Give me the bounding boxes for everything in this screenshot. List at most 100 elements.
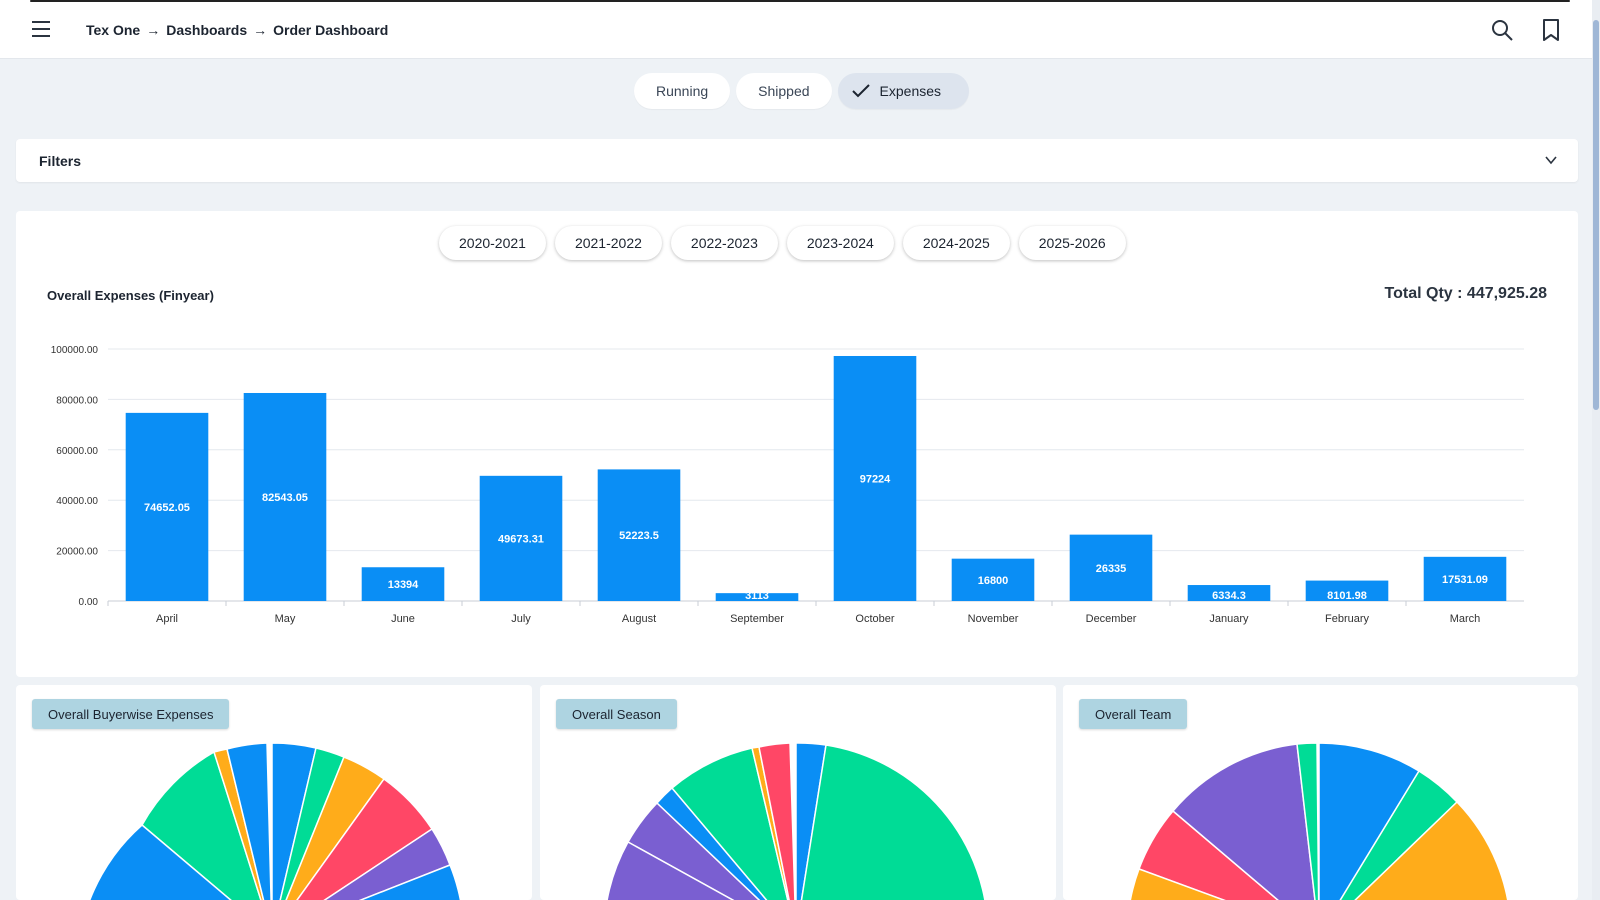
x-tick-label: September <box>730 613 784 625</box>
data-label: 16800 <box>978 575 1009 587</box>
pie-slice[interactable] <box>604 840 796 900</box>
y-tick-label: 20000.00 <box>56 547 98 558</box>
season-card: Overall Season <box>540 685 1056 900</box>
filters-label: Filters <box>39 153 82 169</box>
breadcrumb-item-order-dashboard: Order Dashboard <box>273 22 389 38</box>
total-qty: Total Qty : 447,925.28 <box>1384 285 1547 302</box>
data-label: 97224 <box>860 473 891 485</box>
data-label: 26335 <box>1096 563 1127 575</box>
year-button-2022-2023[interactable]: 2022-2023 <box>670 226 778 260</box>
data-label: 49673.31 <box>498 533 544 545</box>
data-label: 13394 <box>388 579 419 591</box>
tab-shipped-label: Shipped <box>758 83 810 99</box>
tab-shipped[interactable]: Shipped <box>736 73 832 109</box>
year-button-2023-2024[interactable]: 2023-2024 <box>786 226 894 260</box>
breadcrumb-item-tex-one[interactable]: Tex One <box>86 22 141 38</box>
bar-april[interactable] <box>125 412 209 601</box>
pie-slice[interactable] <box>141 750 272 900</box>
bookmark-icon[interactable] <box>1540 18 1562 42</box>
bar-june[interactable] <box>361 567 445 601</box>
year-button-2021-2022[interactable]: 2021-2022 <box>554 226 662 260</box>
expenses-chart-card: 2020-2021 2021-2022 2022-2023 2023-2024 … <box>16 211 1578 677</box>
filters-panel[interactable]: Filters <box>16 139 1578 182</box>
bar-march[interactable] <box>1423 556 1507 601</box>
tab-expenses-label: Expenses <box>879 83 942 99</box>
bar-december[interactable] <box>1069 534 1153 601</box>
pie-slice[interactable] <box>1318 742 1421 900</box>
bar-august[interactable] <box>597 469 681 601</box>
pie-buyerwise <box>80 742 464 900</box>
y-tick-label: 40000.00 <box>56 496 98 507</box>
y-tick-label: 0.00 <box>79 597 99 608</box>
pie-slice[interactable] <box>1171 743 1319 900</box>
year-button-2025-2026[interactable]: 2025-2026 <box>1018 226 1126 260</box>
hamburger-menu-icon[interactable] <box>32 20 54 38</box>
data-label: 74652.05 <box>144 502 190 514</box>
chart-title: Overall Expenses (Finyear) <box>47 288 214 303</box>
x-tick-label: August <box>622 613 656 625</box>
x-tick-label: October <box>855 613 894 625</box>
y-tick-label: 80000.00 <box>56 395 98 406</box>
pie-slice[interactable] <box>758 742 796 900</box>
x-tick-label: February <box>1325 613 1370 625</box>
breadcrumb-separator: → <box>253 22 268 38</box>
pie-slice[interactable] <box>226 742 272 900</box>
check-icon <box>851 84 870 98</box>
data-label: 17531.09 <box>1442 574 1488 586</box>
chevron-down-icon[interactable] <box>1544 153 1558 167</box>
breadcrumb: Tex One → Dashboards → Order Dashboard <box>86 22 388 38</box>
team-card: Overall Team <box>1063 685 1578 900</box>
bar-february[interactable] <box>1305 580 1389 601</box>
bar-october[interactable] <box>833 355 917 601</box>
data-label: 3113 <box>745 590 769 602</box>
data-label: 82543.05 <box>262 492 308 504</box>
buyerwise-expenses-card: Overall Buyerwise Expenses <box>16 685 532 900</box>
pie-title-buyerwise: Overall Buyerwise Expenses <box>32 699 230 729</box>
pie-title-season: Overall Season <box>556 699 677 729</box>
x-tick-label: November <box>968 613 1019 625</box>
year-selector: 2020-2021 2021-2022 2022-2023 2023-2024 … <box>439 226 1126 260</box>
bar-september[interactable] <box>715 593 799 601</box>
y-tick-label: 60000.00 <box>56 446 98 457</box>
pie-slice[interactable] <box>1127 868 1319 900</box>
bar-may[interactable] <box>243 392 327 601</box>
top-bar: Tex One → Dashboards → Order Dashboard <box>0 0 1600 59</box>
breadcrumb-separator: → <box>146 22 161 38</box>
scrollbar-thumb[interactable] <box>1593 20 1599 410</box>
scrollbar-track[interactable] <box>1592 0 1600 900</box>
year-button-2024-2025[interactable]: 2024-2025 <box>902 226 1010 260</box>
x-tick-label: January <box>1209 613 1249 625</box>
tab-expenses[interactable]: Expenses <box>837 73 970 109</box>
pie-slice[interactable] <box>796 744 988 900</box>
x-tick-label: May <box>275 613 296 625</box>
x-tick-label: April <box>156 613 178 625</box>
y-tick-label: 100000.00 <box>51 345 99 356</box>
breadcrumb-item-dashboards[interactable]: Dashboards <box>166 22 248 38</box>
team-pie-chart <box>1127 742 1511 900</box>
buyerwise-pie-chart <box>80 742 464 900</box>
data-label: 6334.3 <box>1212 590 1246 602</box>
status-tabs: Running Shipped Expenses <box>634 73 970 109</box>
x-tick-label: March <box>1450 613 1481 625</box>
year-button-2020-2021[interactable]: 2020-2021 <box>439 226 546 260</box>
bar-january[interactable] <box>1187 585 1271 601</box>
season-pie-chart <box>604 742 988 900</box>
pie-season <box>604 742 988 900</box>
pie-team <box>1127 742 1511 900</box>
data-label: 52223.5 <box>619 530 659 542</box>
tab-running-label: Running <box>656 83 709 99</box>
tab-running[interactable]: Running <box>634 73 731 109</box>
pie-slice[interactable] <box>1319 800 1511 900</box>
x-tick-label: June <box>391 613 415 625</box>
data-label: 8101.98 <box>1327 590 1367 602</box>
x-tick-label: July <box>511 613 531 625</box>
pie-title-team: Overall Team <box>1079 699 1188 729</box>
pie-slice[interactable] <box>272 864 464 900</box>
pie-slice[interactable] <box>80 824 272 900</box>
search-icon[interactable] <box>1490 18 1514 42</box>
bar-july[interactable] <box>479 475 563 601</box>
x-tick-label: December <box>1086 613 1137 625</box>
expenses-bar-chart: 0.00 20000.00 40000.00 60000.00 80000.00 1000… <box>51 345 1524 625</box>
pie-slice[interactable] <box>1296 742 1320 900</box>
bar-november[interactable] <box>951 558 1035 601</box>
